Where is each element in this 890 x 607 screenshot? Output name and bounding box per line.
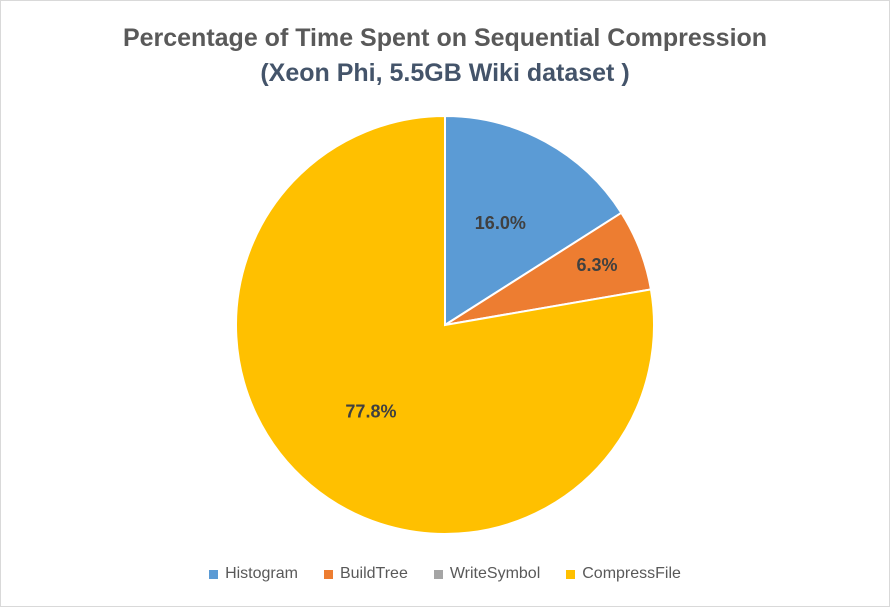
chart-subtitle: (Xeon Phi, 5.5GB Wiki dataset ) [260,59,630,87]
data-label-compressfile: 77.8% [345,402,396,422]
legend-label: CompressFile [582,565,681,582]
legend-item-writesymbol: WriteSymbol [433,565,541,583]
legend-swatch [323,569,333,579]
pie-slice-histogram [444,114,623,327]
legend-item-histogram: Histogram [209,565,298,583]
legend-item-buildtree: BuildTree [323,565,408,583]
legend-label: Histogram [225,565,298,582]
legend-item-compressfile: CompressFile [566,565,681,583]
pie-data-labels: 16.0% 6.3% 77.8% [345,213,617,422]
data-label-histogram: 16.0% [475,213,526,233]
legend-swatch [433,569,443,579]
chart-title: Percentage of Time Spent on Sequential C… [1,21,889,91]
pie-slice-compressfile [235,114,655,535]
pie-slices [235,114,655,535]
legend-swatch [209,569,219,579]
chart-legend: Histogram BuildTree WriteSymbol CompressFil… [1,565,889,583]
chart-title-main: Percentage of Time Spent on Sequential C… [122,24,768,52]
legend-label: BuildTree [339,565,408,582]
data-label-buildtree: 6.3% [577,255,618,275]
legend-swatch [566,569,576,579]
legend-label: WriteSymbol [449,565,541,582]
